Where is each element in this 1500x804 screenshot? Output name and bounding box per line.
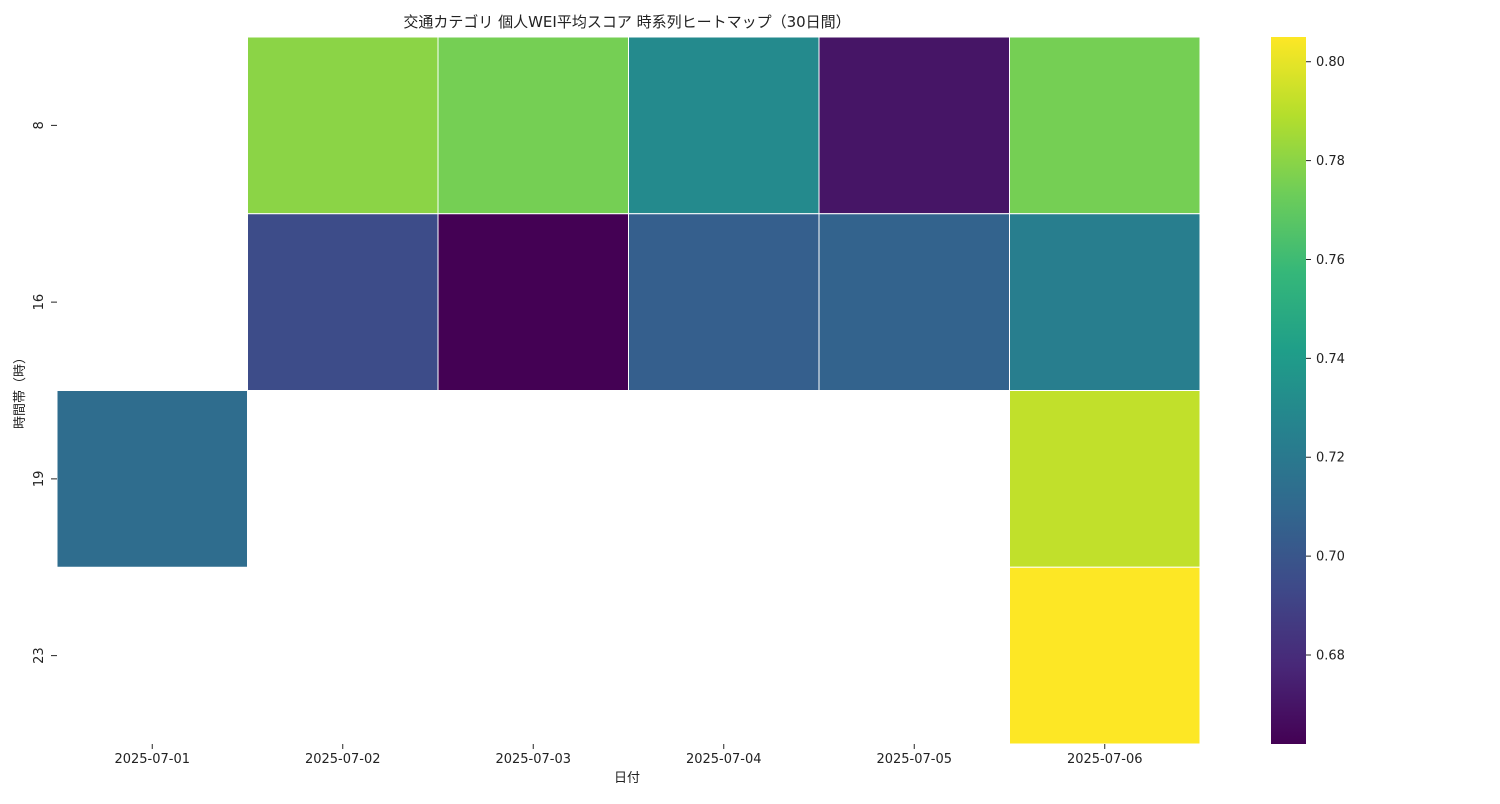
colorbar-tick-label: 0.80 [1316,55,1345,70]
x-tick-label: 2025-07-06 [1067,752,1143,767]
heatmap-cell [56,390,248,568]
y-tick-label: 16 [32,294,47,311]
chart-title: 交通カテゴリ 個人WEI平均スコア 時系列ヒートマップ（30日間） [403,13,850,31]
heatmap-cell [818,36,1010,215]
y-tick-label: 8 [32,121,47,129]
heatmap-cell [437,213,629,391]
heatmap-cell [247,36,439,215]
heatmap-cell [1009,566,1201,745]
x-axis-ticks: 2025-07-01 2025-07-02 2025-07-03 2025-07-04… [114,744,1143,767]
heatmap-cell [1009,36,1201,215]
colorbar-tick-label: 0.70 [1316,550,1345,565]
x-axis-label: 日付 [614,771,640,786]
heatmap-cell [628,213,820,391]
x-tick-label: 2025-07-02 [305,752,381,767]
y-tick-label: 19 [32,471,47,488]
colorbar: 0.68 0.70 0.72 0.74 0.76 0.78 0.80 [1271,37,1345,744]
y-axis-ticks: 8 16 19 23 [32,121,57,664]
heatmap-cell [1009,390,1201,568]
heatmap-cell [1009,213,1201,391]
colorbar-tick-label: 0.72 [1316,451,1345,466]
x-tick-label: 2025-07-01 [114,752,190,767]
heatmap-cell [247,213,439,391]
colorbar-gradient [1271,37,1306,744]
x-tick-label: 2025-07-04 [686,752,762,767]
heatmap-cells [56,36,1201,745]
colorbar-tick-label: 0.74 [1316,352,1345,367]
heatmap-cell [437,36,629,215]
colorbar-tick-label: 0.76 [1316,253,1345,268]
colorbar-ticks: 0.68 0.70 0.72 0.74 0.76 0.78 0.80 [1306,55,1345,664]
y-tick-label: 23 [32,647,47,664]
x-tick-label: 2025-07-05 [876,752,952,767]
x-tick-label: 2025-07-03 [495,752,571,767]
heatmap-cell [818,213,1010,391]
colorbar-tick-label: 0.68 [1316,649,1345,664]
colorbar-tick-label: 0.78 [1316,154,1345,169]
heatmap-cell [628,36,820,215]
y-axis-label: 時間帯（時） [13,351,28,429]
